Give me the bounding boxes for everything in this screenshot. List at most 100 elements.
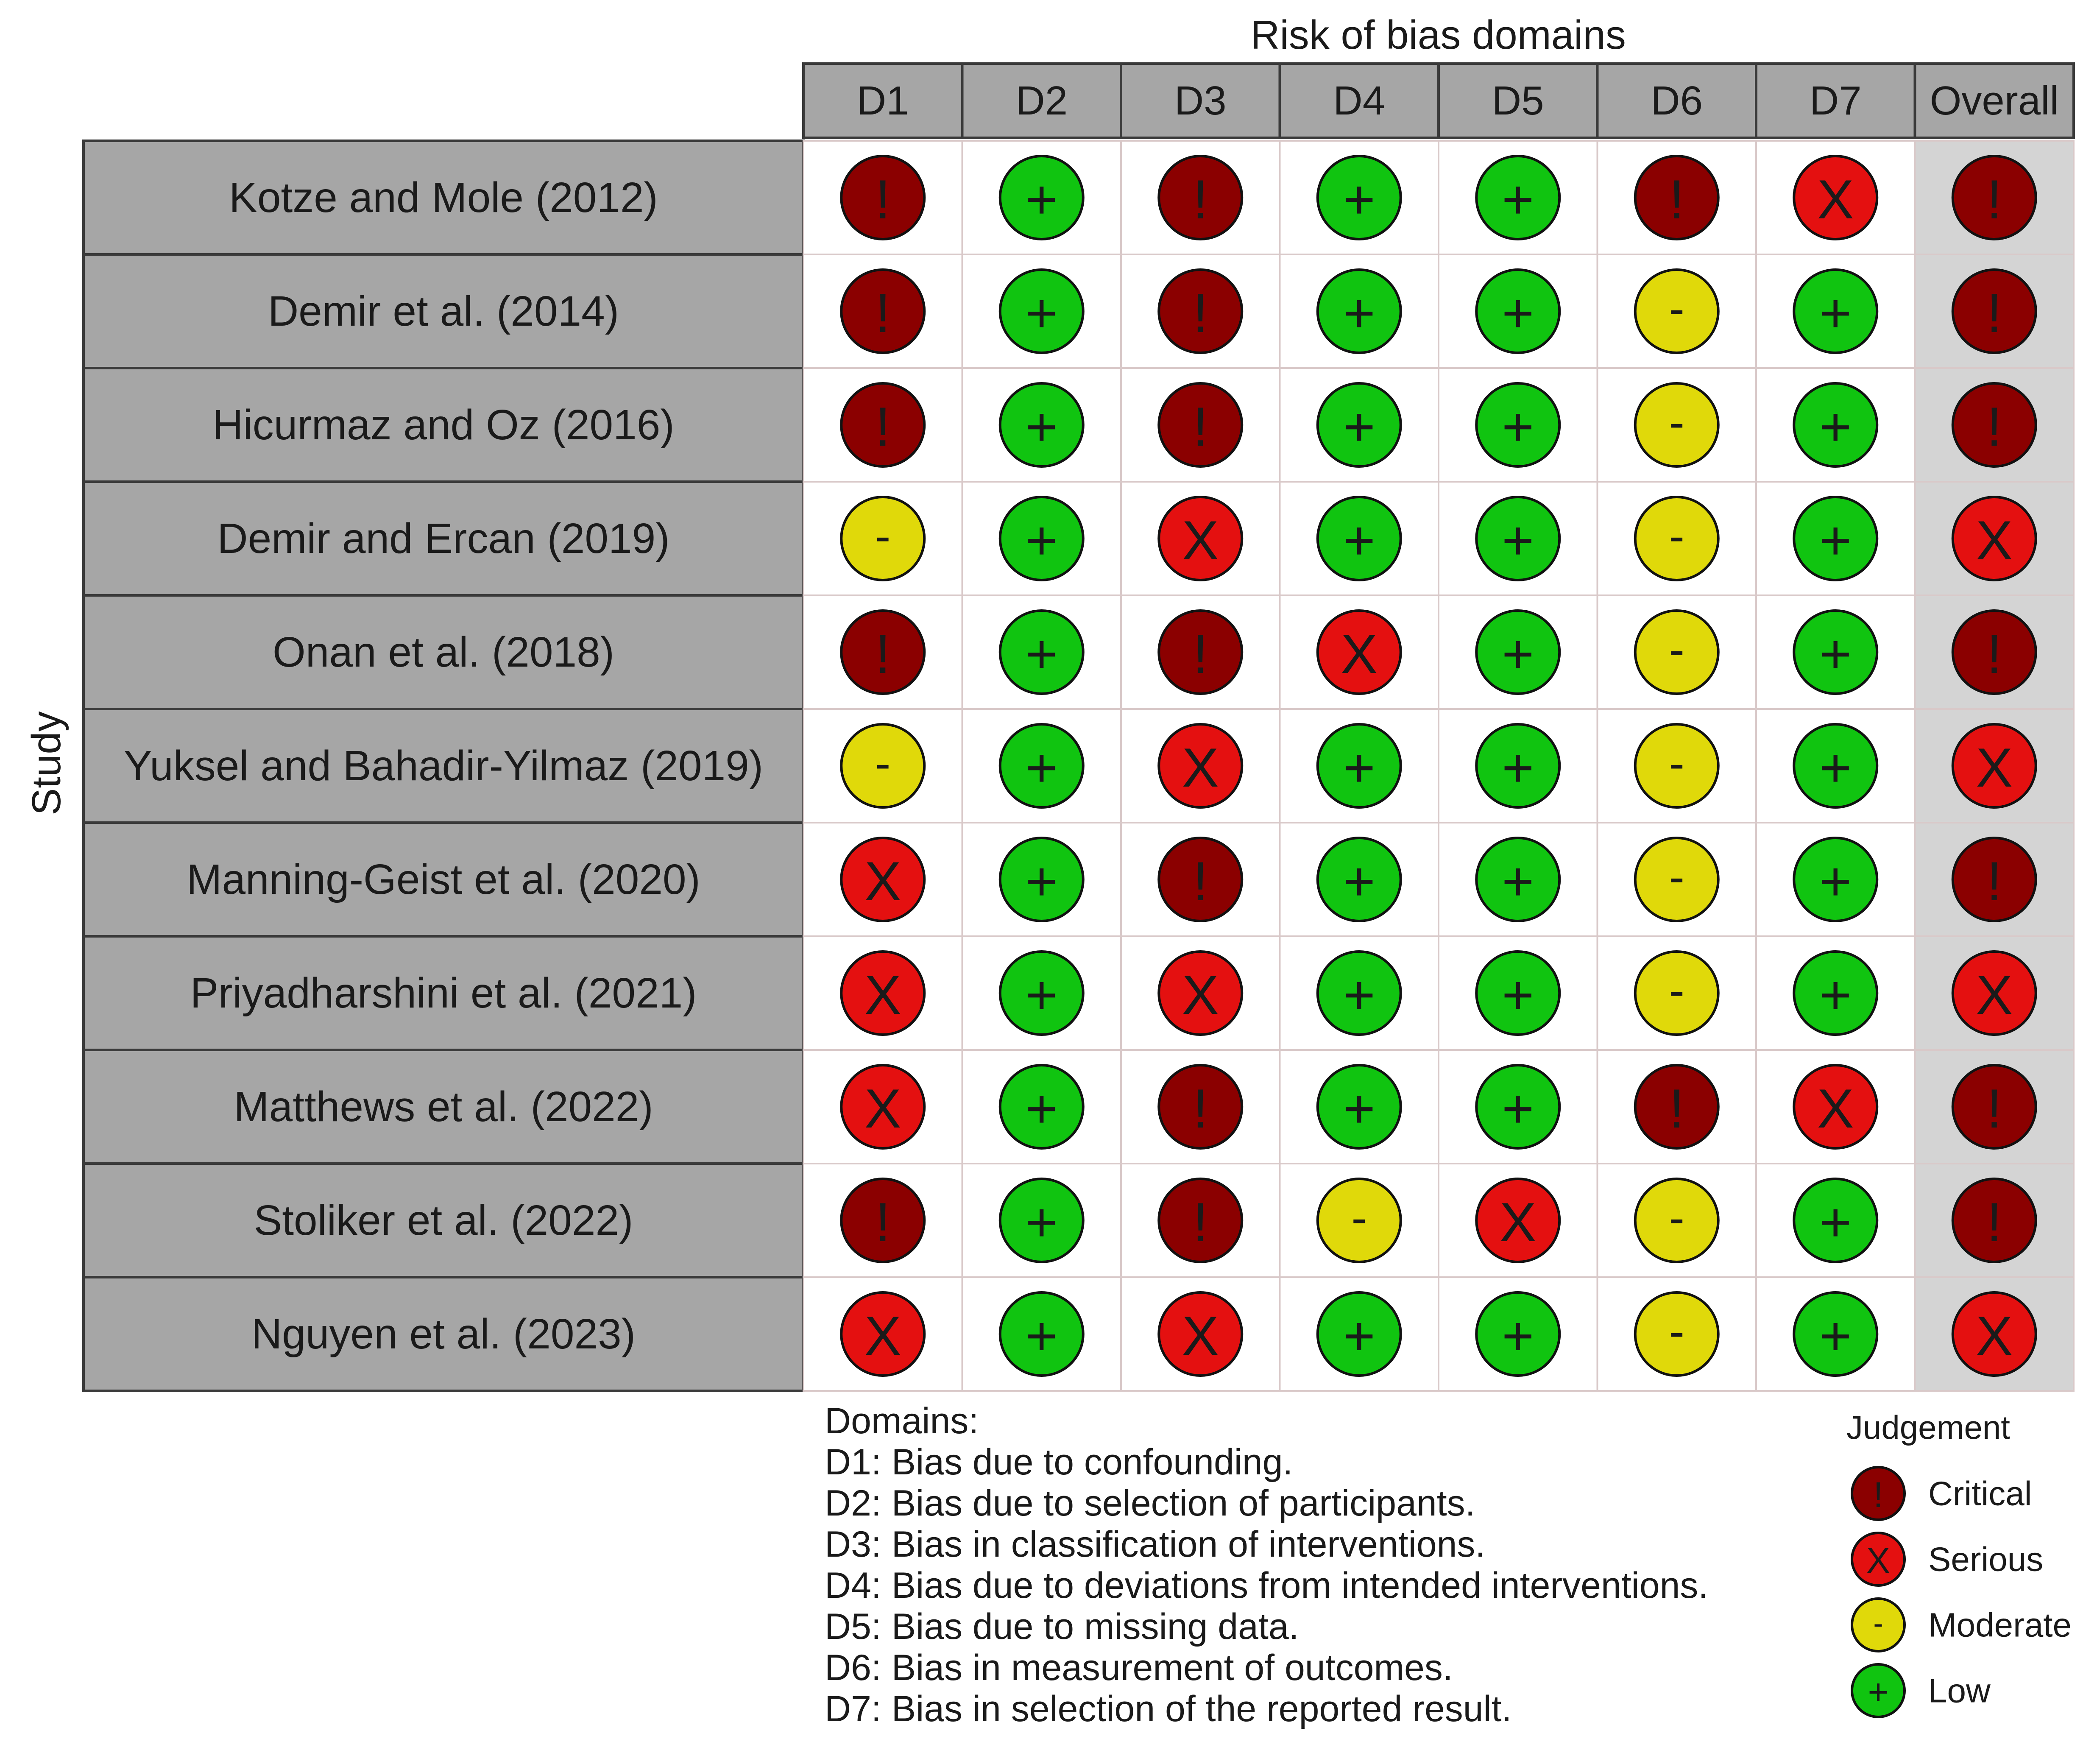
- judgement-symbol-critical: !: [1193, 1077, 1208, 1139]
- judgement-symbol-serious: X: [1341, 623, 1378, 685]
- judgement-symbol-critical: !: [1987, 850, 2002, 912]
- judgement-symbol-low: +: [1502, 1305, 1534, 1367]
- column-header-cell: [1596, 62, 1757, 139]
- judgement-dot-serious: [1157, 723, 1244, 809]
- domains-legend-item: D6: Bias in measurement of outcomes.: [825, 1647, 1453, 1688]
- judgement-dot-critical: [840, 609, 926, 695]
- judgement-dot-serious: [1475, 1178, 1561, 1263]
- judgement-dot-serious: [1951, 723, 2037, 809]
- judgement-symbol-low: +: [1502, 964, 1534, 1026]
- judgement-dot-low: [1793, 1178, 1879, 1263]
- column-header-cell: [1437, 62, 1599, 139]
- judgement-symbol-low: +: [1502, 396, 1534, 458]
- judgement-dot-low: [1475, 496, 1561, 581]
- judgement-dot-critical: [840, 155, 926, 240]
- judgement-dot-low: [1475, 1291, 1561, 1377]
- judgement-symbol-low: +: [1026, 964, 1058, 1026]
- judgement-dot-low: [998, 1064, 1085, 1150]
- judgement-dot-critical: [1634, 1064, 1720, 1150]
- study-cell: [82, 594, 805, 710]
- judgement-dot-low: [1475, 382, 1561, 468]
- column-header-label-d7: D7: [1810, 78, 1862, 123]
- judgement-symbol-moderate: -: [1669, 737, 1684, 790]
- judgement-symbol-low: +: [1502, 282, 1534, 344]
- judgement-symbol-moderate: -: [875, 510, 891, 562]
- judgement-dot-low: [1793, 268, 1879, 354]
- judgement-dot-moderate: [1634, 609, 1720, 695]
- domains-legend: Domains:D1: Bias due to confounding.D2: …: [825, 1401, 1708, 1729]
- judgement-symbol-critical: !: [1987, 168, 2002, 230]
- judgement-symbol-low: +: [1026, 168, 1058, 230]
- judgement-symbol-low: +: [1819, 623, 1852, 685]
- column-header-cell: [1120, 62, 1281, 139]
- judgement-dot-critical: [1951, 268, 2037, 354]
- judgement-dot-critical: [840, 268, 926, 354]
- judgement-dot-serious: [1157, 950, 1244, 1036]
- judgement-dot-critical: [1951, 1178, 2037, 1263]
- judgement-dot-serious: [1951, 496, 2037, 581]
- judgement-dot-moderate: [1634, 268, 1720, 354]
- judgement-dot-critical: [1951, 155, 2037, 240]
- judgement-symbol-critical: !: [1987, 623, 2002, 685]
- judgement-dot-moderate: [1634, 723, 1720, 809]
- judgement-legend: Judgement! Critical X Serious - Moderate + Low: [1846, 1409, 2072, 1718]
- judgement-dot-low: [1793, 382, 1879, 468]
- judgement-dot-moderate: [1634, 950, 1720, 1036]
- judgement-dot-low: [1316, 496, 1402, 581]
- study-cell: [82, 1276, 805, 1392]
- judgement-dot-serious: [1157, 496, 1244, 581]
- judgement-dot-critical: [1951, 1064, 2037, 1150]
- column-header-cell: [961, 62, 1122, 139]
- judgement-symbol-critical: !: [1193, 396, 1208, 458]
- study-label: Demir et al. (2014): [268, 287, 619, 335]
- judgement-symbol-critical: !: [1193, 282, 1208, 344]
- judgement-symbol-critical: !: [1987, 396, 2002, 458]
- judgement-symbol-critical: !: [1987, 1077, 2002, 1139]
- judgement-symbol-low: +: [1502, 737, 1534, 798]
- study-cell: [82, 708, 805, 824]
- column-header-cell: [1755, 62, 1916, 139]
- judgement-dot-low: [998, 496, 1085, 581]
- study-label: Stoliker et al. (2022): [254, 1197, 633, 1244]
- judgement-symbol-critical: !: [1193, 1191, 1208, 1253]
- judgement-dot-low: [1793, 950, 1879, 1036]
- judgement-dot-low: [1316, 837, 1402, 922]
- study-label: Hicurmaz and Oz (2016): [212, 401, 674, 449]
- column-header-label-d6: D6: [1651, 78, 1703, 123]
- judgement-symbol-critical: !: [1987, 282, 2002, 344]
- judgement-dot-low: [1475, 837, 1561, 922]
- judgement-dot-critical: [1951, 837, 2037, 922]
- judgement-dot-moderate: [840, 723, 926, 809]
- judgement-dot-low: [1793, 837, 1879, 922]
- legend-dot-moderate: [1851, 1597, 1906, 1652]
- study-label: Priyadharshini et al. (2021): [190, 969, 697, 1017]
- study-label: Nguyen et al. (2023): [251, 1310, 636, 1358]
- judgement-symbol-critical: !: [1987, 1191, 2002, 1253]
- legend-symbol-serious: X: [1866, 1541, 1890, 1580]
- judgement-symbol-serious: X: [1976, 1305, 2013, 1367]
- judgement-dot-low: [1316, 382, 1402, 468]
- judgement-symbol-critical: !: [875, 396, 890, 458]
- column-header-label-d4: D4: [1333, 78, 1385, 123]
- study-label: Yuksel and Bahadir-Yilmaz (2019): [124, 742, 763, 790]
- judgement-dot-low: [998, 382, 1085, 468]
- judgement-symbol-moderate: -: [875, 737, 891, 790]
- judgement-dot-low: [998, 609, 1085, 695]
- judgement-dot-low: [998, 155, 1085, 240]
- judgement-symbol-low: +: [1502, 623, 1534, 685]
- study-label: Manning-Geist et al. (2020): [187, 856, 700, 903]
- judgement-symbol-low: +: [1026, 509, 1058, 571]
- judgement-symbol-moderate: -: [1669, 851, 1684, 903]
- domains-legend-item: D2: Bias due to selection of participant…: [825, 1483, 1475, 1524]
- legend-dot-low: [1851, 1663, 1906, 1718]
- judgement-symbol-low: +: [1819, 396, 1852, 458]
- column-header-cell: [1913, 62, 2075, 139]
- legend-dot-critical: [1851, 1466, 1906, 1521]
- judgement-symbol-low: +: [1026, 1077, 1058, 1139]
- judgement-symbol-low: +: [1502, 850, 1534, 912]
- judgement-symbol-moderate: -: [1669, 510, 1684, 562]
- judgement-symbol-critical: !: [1193, 850, 1208, 912]
- judgement-legend-title: Judgement: [1846, 1409, 2010, 1446]
- judgement-dot-low: [1475, 1064, 1561, 1150]
